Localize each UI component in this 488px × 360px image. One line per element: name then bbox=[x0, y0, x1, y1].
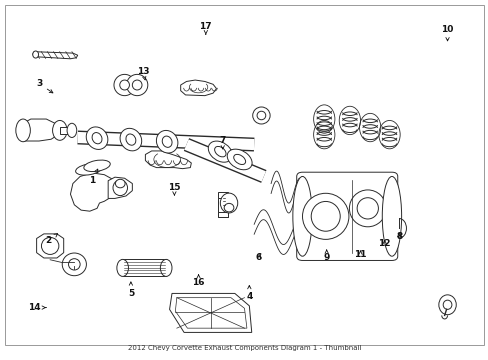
Ellipse shape bbox=[156, 130, 178, 153]
Ellipse shape bbox=[356, 198, 378, 219]
Text: 15: 15 bbox=[168, 183, 180, 195]
Ellipse shape bbox=[53, 121, 67, 140]
Polygon shape bbox=[169, 293, 251, 332]
Ellipse shape bbox=[227, 149, 252, 170]
FancyBboxPatch shape bbox=[296, 172, 397, 260]
Ellipse shape bbox=[120, 129, 142, 151]
Ellipse shape bbox=[257, 111, 265, 120]
Polygon shape bbox=[37, 234, 63, 258]
Ellipse shape bbox=[16, 119, 30, 142]
Ellipse shape bbox=[442, 300, 451, 309]
Text: 2012 Chevy Corvette Exhaust Components Diagram 1 - Thumbnail: 2012 Chevy Corvette Exhaust Components D… bbox=[127, 345, 361, 351]
Bar bbox=[218, 198, 227, 217]
Text: 2: 2 bbox=[45, 234, 58, 245]
Polygon shape bbox=[21, 119, 60, 141]
Ellipse shape bbox=[208, 141, 232, 162]
Ellipse shape bbox=[62, 253, 86, 276]
Ellipse shape bbox=[438, 295, 455, 315]
Polygon shape bbox=[145, 151, 191, 168]
Ellipse shape bbox=[67, 123, 77, 138]
Ellipse shape bbox=[113, 180, 127, 195]
Bar bbox=[60, 127, 72, 134]
Text: 4: 4 bbox=[245, 285, 252, 301]
Ellipse shape bbox=[83, 160, 110, 172]
Text: 11: 11 bbox=[353, 250, 366, 259]
Text: 7: 7 bbox=[219, 136, 225, 149]
Ellipse shape bbox=[382, 176, 401, 256]
Ellipse shape bbox=[214, 147, 225, 157]
Text: 16: 16 bbox=[192, 275, 204, 287]
Text: 14: 14 bbox=[28, 303, 46, 312]
Ellipse shape bbox=[220, 193, 237, 213]
Ellipse shape bbox=[233, 154, 245, 165]
Bar bbox=[218, 192, 227, 198]
Text: 6: 6 bbox=[255, 253, 262, 262]
Ellipse shape bbox=[126, 75, 147, 96]
Text: 13: 13 bbox=[137, 67, 149, 80]
Ellipse shape bbox=[86, 127, 108, 149]
Ellipse shape bbox=[252, 107, 269, 124]
Ellipse shape bbox=[160, 260, 172, 276]
Text: 12: 12 bbox=[378, 239, 390, 248]
Polygon shape bbox=[180, 80, 216, 96]
Ellipse shape bbox=[302, 193, 348, 239]
Ellipse shape bbox=[41, 238, 59, 255]
Ellipse shape bbox=[68, 259, 80, 270]
Text: 17: 17 bbox=[199, 22, 212, 34]
Text: 5: 5 bbox=[127, 282, 134, 298]
Bar bbox=[218, 212, 227, 217]
Ellipse shape bbox=[126, 134, 136, 145]
Text: 3: 3 bbox=[36, 79, 53, 93]
Ellipse shape bbox=[114, 75, 135, 96]
Ellipse shape bbox=[76, 164, 102, 175]
Ellipse shape bbox=[115, 179, 125, 188]
Polygon shape bbox=[70, 173, 116, 211]
Text: 9: 9 bbox=[323, 250, 329, 262]
Polygon shape bbox=[108, 177, 132, 198]
Ellipse shape bbox=[33, 51, 39, 58]
Ellipse shape bbox=[92, 132, 102, 144]
Ellipse shape bbox=[224, 203, 233, 212]
Ellipse shape bbox=[120, 80, 129, 90]
Ellipse shape bbox=[162, 136, 172, 147]
Ellipse shape bbox=[132, 80, 142, 90]
Ellipse shape bbox=[117, 260, 128, 276]
Ellipse shape bbox=[310, 202, 340, 231]
Text: 1: 1 bbox=[89, 169, 98, 185]
Text: 10: 10 bbox=[441, 25, 453, 41]
Text: 8: 8 bbox=[395, 232, 402, 241]
Ellipse shape bbox=[292, 176, 311, 256]
Polygon shape bbox=[33, 52, 78, 59]
Bar bbox=[122, 260, 166, 276]
Ellipse shape bbox=[349, 190, 386, 227]
